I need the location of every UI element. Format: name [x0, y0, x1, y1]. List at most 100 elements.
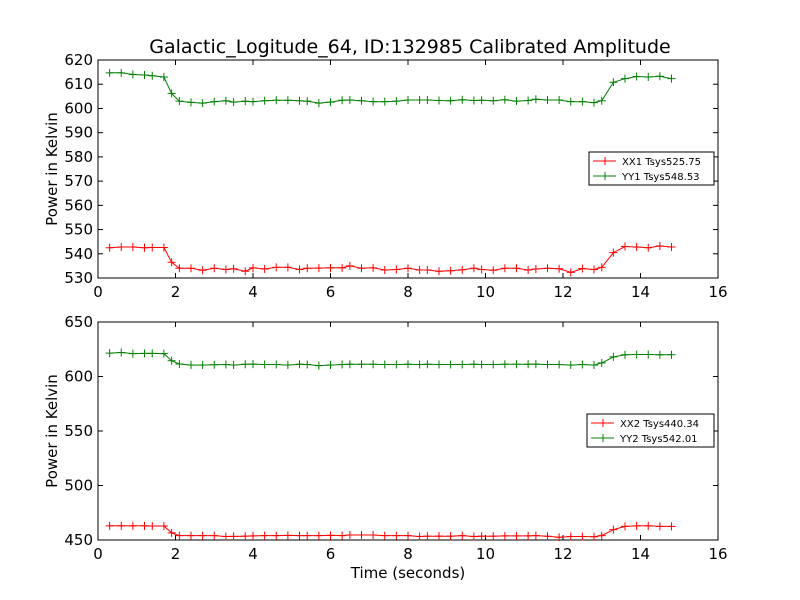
data-point-marker	[148, 349, 157, 358]
data-point-marker	[469, 532, 478, 541]
y-tick-label: 590	[64, 124, 93, 142]
data-point-marker	[338, 360, 347, 369]
y-tick-label: 450	[64, 531, 93, 549]
data-point-marker	[512, 531, 521, 540]
data-point-marker	[489, 532, 498, 541]
data-point-marker	[105, 243, 114, 252]
data-point-marker	[249, 263, 257, 272]
data-point-marker	[597, 263, 606, 272]
data-point-marker	[477, 360, 486, 369]
data-point-marker	[128, 70, 137, 79]
data-point-marker	[644, 72, 653, 81]
data-point-marker	[524, 96, 533, 105]
data-point-marker	[489, 360, 498, 369]
data-point-marker	[210, 97, 219, 106]
data-point-marker	[566, 268, 575, 277]
data-point-marker	[404, 95, 412, 104]
data-point-marker	[512, 360, 521, 369]
data-point-marker	[272, 531, 281, 540]
x-tick-label: 0	[93, 283, 103, 301]
data-point-marker	[458, 531, 467, 540]
data-point-marker	[241, 267, 250, 276]
data-point-marker	[543, 95, 552, 104]
data-point-marker	[140, 521, 149, 530]
data-point-marker	[198, 266, 207, 275]
data-point-marker	[345, 95, 354, 104]
legend-box	[586, 413, 715, 448]
y-axis-label: Power in Kelvin	[43, 374, 61, 488]
data-point-marker	[175, 359, 184, 368]
x-tick-label: 4	[248, 283, 258, 301]
data-point-marker	[655, 522, 664, 531]
data-point-marker	[221, 96, 230, 105]
x-tick-label: 0	[93, 545, 103, 563]
series-xx1	[105, 242, 676, 277]
x-tick-label: 2	[171, 545, 181, 563]
data-point-marker	[458, 360, 467, 369]
data-point-marker	[667, 522, 676, 531]
data-point-marker	[260, 360, 269, 369]
y-tick-label: 570	[64, 172, 93, 190]
data-point-marker	[458, 95, 467, 104]
data-point-marker	[392, 97, 401, 106]
data-point-marker	[229, 98, 238, 107]
data-point-marker	[140, 349, 149, 358]
data-point-marker	[128, 349, 137, 358]
legend-label: XX2 Tsys440.34	[620, 419, 699, 430]
data-point-marker	[140, 71, 149, 80]
data-point-marker	[578, 360, 587, 369]
x-tick-label: 10	[476, 283, 495, 301]
data-point-marker	[210, 360, 219, 369]
data-point-marker	[578, 264, 587, 273]
data-point-marker	[314, 264, 323, 273]
data-point-marker	[609, 352, 618, 361]
data-point-marker	[489, 96, 498, 105]
data-point-marker	[632, 350, 641, 359]
data-point-marker	[326, 98, 335, 107]
data-point-marker	[500, 264, 509, 273]
data-point-marker	[446, 96, 455, 105]
subplot-top: 0 2 4 6 8 10 12 14 16 530 540 550 560 570 580 590 600 610…	[43, 51, 728, 301]
data-point-marker	[590, 98, 598, 107]
data-point-marker	[210, 264, 219, 273]
data-point-marker	[283, 361, 292, 370]
data-point-marker	[326, 263, 335, 272]
data-point-marker	[543, 360, 552, 369]
data-point-marker	[105, 68, 114, 77]
data-point-marker	[531, 265, 540, 274]
y-tick-label: 600	[64, 368, 93, 386]
legend-label: YY2 Tsys542.01	[619, 434, 698, 445]
legend-box	[588, 151, 715, 186]
series-yy2	[105, 348, 676, 370]
y-tick-label: 500	[64, 477, 93, 495]
data-point-marker	[512, 264, 521, 273]
data-point-marker	[148, 71, 157, 80]
x-tick-label: 12	[553, 283, 572, 301]
data-point-marker	[423, 266, 432, 275]
data-point-marker	[667, 242, 676, 251]
data-point-marker	[314, 361, 323, 370]
data-point-marker	[415, 266, 424, 275]
data-point-marker	[210, 531, 219, 540]
series-yy1	[105, 68, 676, 108]
x-tick-label: 14	[631, 283, 650, 301]
data-point-marker	[175, 97, 184, 106]
data-point-marker	[295, 360, 304, 369]
legend: XX1 Tsys525.75 YY1 Tsys548.53	[588, 151, 715, 186]
data-point-marker	[404, 264, 412, 273]
data-point-marker	[105, 521, 114, 530]
data-point-marker	[117, 68, 126, 77]
data-point-marker	[140, 243, 149, 252]
data-point-marker	[621, 242, 629, 251]
data-point-marker	[609, 78, 618, 87]
figure-title: Galactic_Logitude_64, ID:132985 Calibrat…	[149, 36, 670, 58]
x-tick-label: 14	[631, 545, 650, 563]
data-point-marker	[148, 522, 157, 531]
data-point-marker	[500, 360, 509, 369]
data-point-marker	[446, 532, 455, 541]
x-tick-label: 10	[476, 545, 495, 563]
data-point-marker	[609, 525, 618, 534]
data-point-marker	[260, 531, 269, 540]
data-point-marker	[415, 95, 424, 104]
